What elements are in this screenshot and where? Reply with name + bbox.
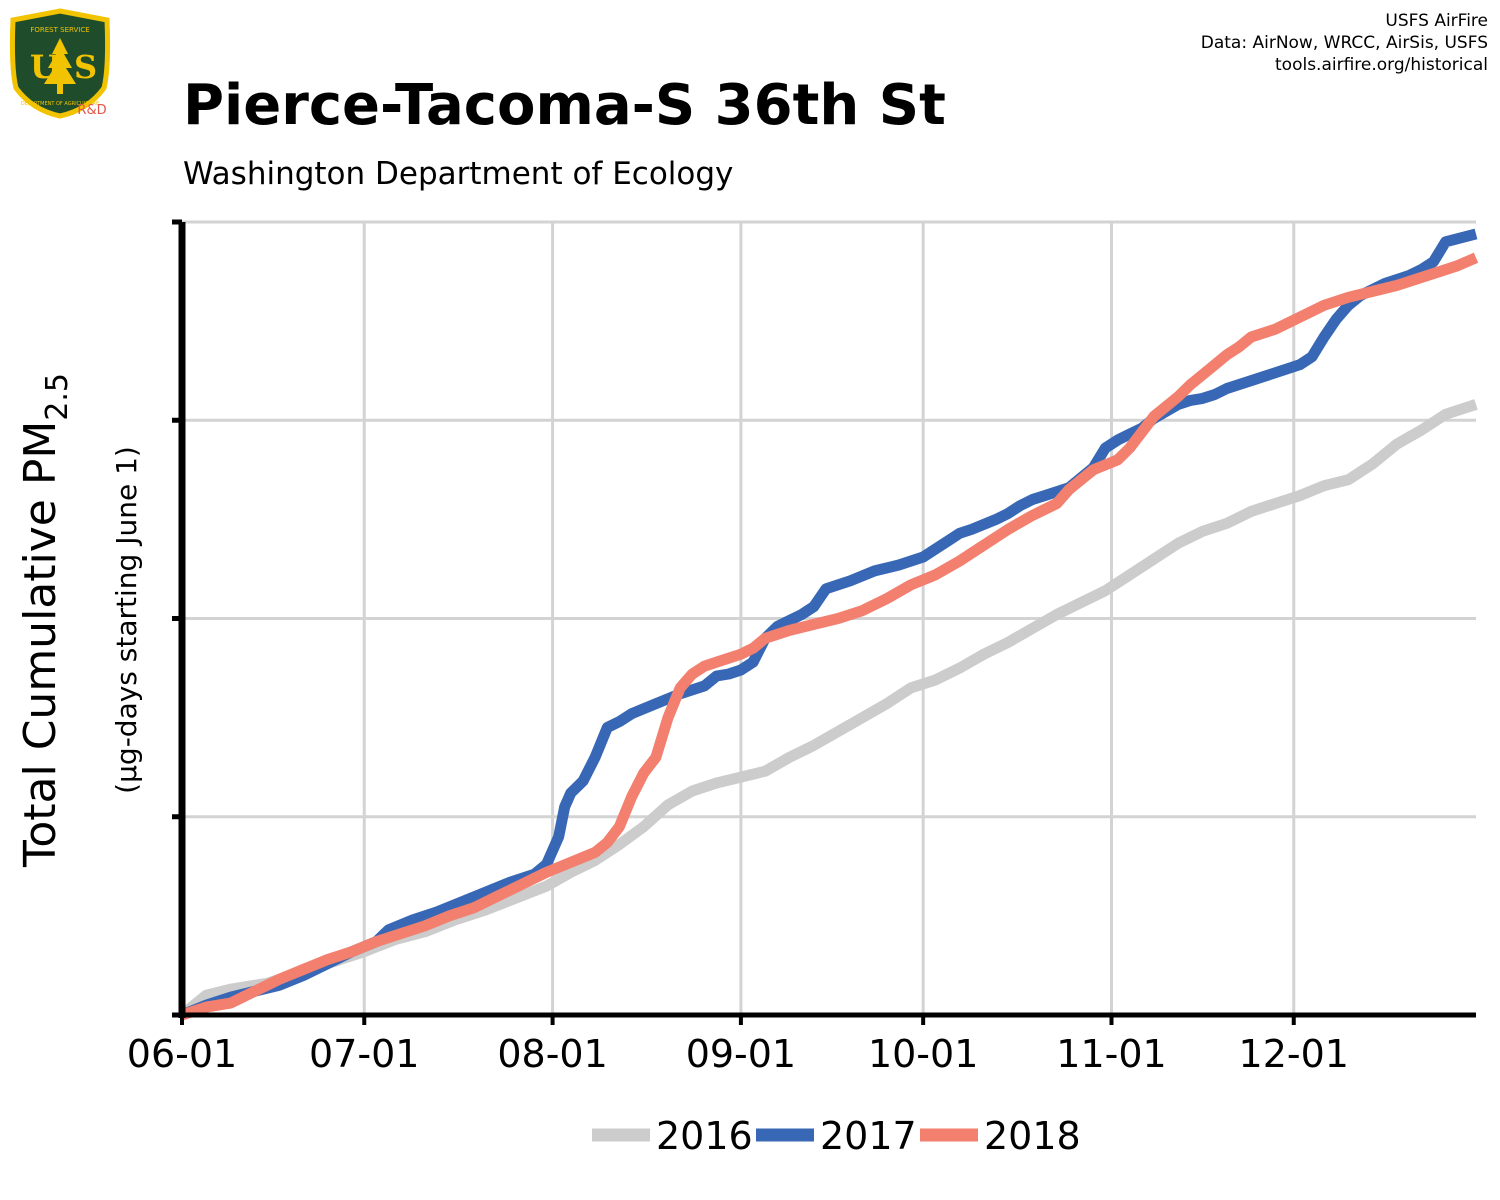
x-tick-label: 11-01 — [1056, 1032, 1166, 1076]
grid — [182, 220, 1476, 1015]
credit-line: tools.airfire.org/historical — [1275, 55, 1488, 75]
chart-subtitle: Washington Department of Ecology — [183, 156, 734, 192]
credit-line: Data: AirNow, WRCC, AirSis, USFS — [1200, 33, 1488, 53]
series-lines — [178, 228, 1479, 1021]
credits-block: USFS AirFire Data: AirNow, WRCC, AirSis,… — [1201, 10, 1488, 76]
legend-label-2018: 2018 — [984, 1114, 1081, 1158]
y-axis-label-main: Total Cumulative PM2.5 — [15, 373, 75, 868]
y-axis-label-main-span: Total Cumulative PM — [15, 421, 66, 868]
series-line-2018 — [180, 252, 1479, 1021]
y-axis-label-subscript: 2.5 — [40, 373, 75, 421]
y-axis-label-text: Total Cumulative PM2.5 — [15, 373, 75, 868]
rd-tag: R&D — [77, 103, 106, 118]
svg-text:U: U — [30, 48, 58, 86]
chart-title: Pierce-Tacoma-S 36th St — [183, 73, 946, 138]
y-axis-title: Total Cumulative PM2.5 (µg-days starting … — [15, 373, 143, 868]
usfs-shield-icon: U S FOREST SERVICE DEPARTMENT OF AGRICUL… — [9, 8, 111, 119]
y-axis-label-units: (µg-days starting June 1) — [110, 446, 143, 794]
svg-text:DEPARTMENT OF AGRICULTURE: DEPARTMENT OF AGRICULTURE — [21, 101, 99, 107]
legend: 2016 2017 2018 — [592, 1114, 1081, 1158]
series-line-2017 — [179, 228, 1478, 1021]
x-tick-label: 06-01 — [127, 1032, 237, 1076]
x-tick-label: 07-01 — [309, 1032, 419, 1076]
x-tick-label: 12-01 — [1239, 1032, 1349, 1076]
series-line-2016 — [178, 399, 1478, 1020]
x-tick-label: 08-01 — [497, 1032, 607, 1076]
legend-label-2016: 2016 — [656, 1114, 753, 1158]
x-tick-label: 09-01 — [686, 1032, 796, 1076]
credit-line: USFS AirFire — [1385, 11, 1488, 31]
svg-text:S: S — [74, 48, 97, 86]
usfs-logo: U S FOREST SERVICE DEPARTMENT OF AGRICUL… — [8, 8, 112, 120]
x-tick-label: 10-01 — [868, 1032, 978, 1076]
y-axis-units-text: (µg-days starting June 1) — [110, 446, 143, 794]
legend-label-2017: 2017 — [820, 1114, 917, 1158]
svg-text:FOREST SERVICE: FOREST SERVICE — [30, 26, 89, 34]
axes: 06-01 07-01 08-01 09-01 10-01 11-01 12-01 — [127, 219, 1476, 1076]
